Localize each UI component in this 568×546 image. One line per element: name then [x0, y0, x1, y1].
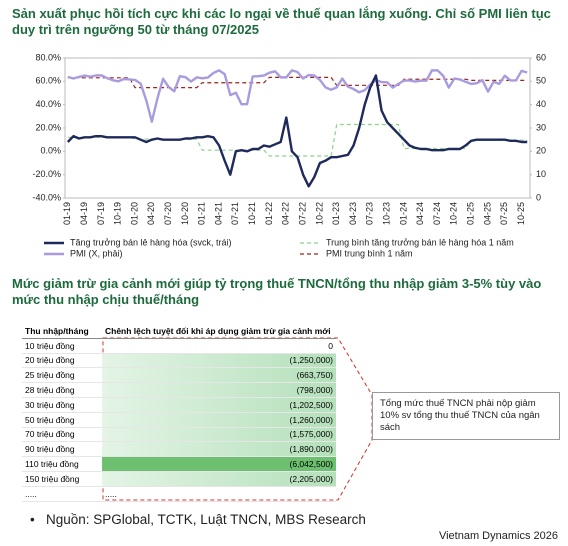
series-line	[66, 74, 528, 188]
table-row: 150 triệu đồng (2,205,000)	[22, 471, 336, 487]
table-cell: 50 triệu đồng	[22, 412, 102, 428]
section-title: Mức giảm trừ gia cảnh mới giúp tỷ trọng …	[12, 276, 542, 307]
table-cell: (1,890,000)	[102, 441, 336, 458]
table-header: Thu nhập/tháng Chênh lệch tuyệt đối khi …	[22, 324, 336, 339]
x-tick-label: 04-23	[348, 202, 358, 225]
x-tick-label: 04-25	[482, 202, 492, 225]
table-cell: (6,042,500)	[102, 456, 336, 472]
x-tick-label: 04-20	[146, 202, 156, 225]
x-tick-label: 10-19	[113, 202, 123, 225]
table-body: 10 triệu đồng 0 20 triệu đồng (1,250,000) 25…	[22, 338, 336, 502]
x-tick-label: 07-22	[297, 202, 307, 225]
x-tick-label: 07-23	[365, 202, 375, 225]
table-row: 90 triệu đồng (1,890,000)	[22, 441, 336, 458]
dashed-outline	[102, 337, 373, 501]
header-cell: Thu nhập/tháng	[22, 324, 102, 339]
table-cell: 110 triệu đồng	[22, 456, 102, 472]
x-tick-label: 07-20	[163, 202, 173, 225]
table-row: 10 triệu đồng 0	[22, 338, 336, 354]
x-tick-label: 10-25	[516, 202, 526, 225]
y2-tick-label: 60	[536, 52, 546, 62]
legend-label: Trung bình tăng trưởng bán lẻ hàng hóa 1…	[326, 237, 514, 247]
y2-tick-label: 40	[536, 99, 546, 109]
series-line	[67, 69, 528, 123]
x-tick-label: 01-24	[398, 202, 408, 225]
chart: -40.0% -20.0% 0.0% 20.0% 40.0% 60.0% 80.0% 0 10 2…	[32, 52, 546, 258]
table-row: 50 triệu đồng (1,260,000)	[22, 412, 336, 428]
table-cell: (1,202,500)	[102, 397, 336, 413]
legend-label: Tăng trưởng bán lẻ hàng hóa (svck, trái)	[70, 237, 232, 247]
y2-tick-label: 0	[536, 192, 541, 202]
table-cell: (1,250,000)	[102, 353, 336, 369]
footer: Vietnam Dynamics 2026	[438, 530, 558, 542]
table-cell: (2,205,000)	[102, 471, 336, 487]
x-tick-label: 01-21	[197, 202, 207, 225]
y-tick-label: 80.0%	[35, 52, 61, 62]
source-text: Nguồn: SPGlobal, TCTK, Luật TNCN, MBS Re…	[45, 512, 366, 527]
table-cell: (1,260,000)	[102, 412, 336, 428]
title: Sản xuất phục hồi tích cực khi các lo ng…	[12, 6, 551, 37]
x-tick-label: 04-22	[281, 202, 291, 225]
x-tick-label: 10-22	[314, 202, 324, 225]
series-line	[67, 76, 528, 89]
x-tick-label: 07-25	[499, 202, 509, 225]
table-row: 20 triệu đồng (1,250,000)	[22, 353, 336, 369]
y2-tick-label: 20	[536, 146, 546, 156]
x-tick-label: 10-24	[449, 202, 459, 225]
table-cell: (1,575,000)	[102, 427, 336, 443]
header-cell: Chênh lệch tuyệt đối khi áp dụng giảm tr…	[102, 324, 336, 339]
x-tick-label: 01-20	[129, 202, 139, 225]
x-tick-label: 01-23	[331, 202, 341, 225]
table-cell: 25 triệu đồng	[22, 367, 102, 384]
callout-box: Tổng mức thuế TNCN phải nộp giảm 10% sv …	[372, 392, 560, 440]
table-cell: .....	[102, 486, 336, 502]
y-tick-label: 0.0%	[40, 146, 61, 156]
y2-tick-label: 50	[536, 76, 546, 86]
table-row: 28 triệu đồng (798,000)	[22, 382, 336, 398]
x-tick-label: 04-21	[213, 202, 223, 225]
x-tick-label: 10-20	[180, 202, 190, 225]
x-tick-label: 07-19	[96, 202, 106, 225]
legend-label: PMI trung bình 1 năm	[326, 248, 413, 258]
table-cell: .....	[22, 486, 102, 502]
x-tick-label: 07-21	[230, 202, 240, 225]
table-cell: 10 triệu đồng	[22, 338, 102, 354]
table-cell: 30 triệu đồng	[22, 397, 102, 413]
x-tick-label: 01-19	[62, 202, 72, 225]
table-cell: (798,000)	[102, 382, 336, 398]
x-tick-label: 04-19	[79, 202, 89, 225]
table: Thu nhập/tháng Chênh lệch tuyệt đối khi …	[22, 324, 336, 502]
x-tick-label: 10-21	[247, 202, 257, 225]
y2-tick-label: 10	[536, 169, 546, 179]
y-tick-label: 40.0%	[35, 99, 61, 109]
x-tick-label: 07-24	[432, 202, 442, 225]
y-tick-label: 60.0%	[35, 76, 61, 86]
table-row: ..........	[22, 486, 336, 502]
table-cell: 150 triệu đồng	[22, 471, 102, 487]
table-row: 30 triệu đồng (1,202,500)	[22, 397, 336, 413]
y2-tick-label: 30	[536, 122, 546, 132]
x-tick-label: 01-22	[264, 202, 274, 225]
table-row: 110 triệu đồng (6,042,500)	[22, 456, 336, 472]
x-tick-label: 10-23	[382, 202, 392, 225]
table-cell: 20 triệu đồng	[22, 353, 102, 369]
y-tick-label: 20.0%	[35, 122, 61, 132]
y-tick-label: -40.0%	[32, 192, 61, 202]
table-cell: (663,750)	[102, 367, 336, 384]
table-cell: 90 triệu đồng	[22, 441, 102, 458]
table-cell: 28 triệu đồng	[22, 382, 102, 398]
table-row: 70 triệu đồng (1,575,000)	[22, 427, 336, 443]
y-tick-label: -20.0%	[32, 169, 61, 179]
table-cell: 0	[102, 338, 336, 354]
x-tick-label: 04-24	[415, 202, 425, 225]
source: • Nguồn: SPGlobal, TCTK, Luật TNCN, MBS …	[30, 512, 366, 527]
table-row: 25 triệu đồng (663,750)	[22, 367, 336, 384]
x-tick-label: 01-25	[466, 202, 476, 225]
legend-label: PMI (X, phải)	[70, 248, 123, 258]
table-cell: 70 triệu đồng	[22, 427, 102, 443]
